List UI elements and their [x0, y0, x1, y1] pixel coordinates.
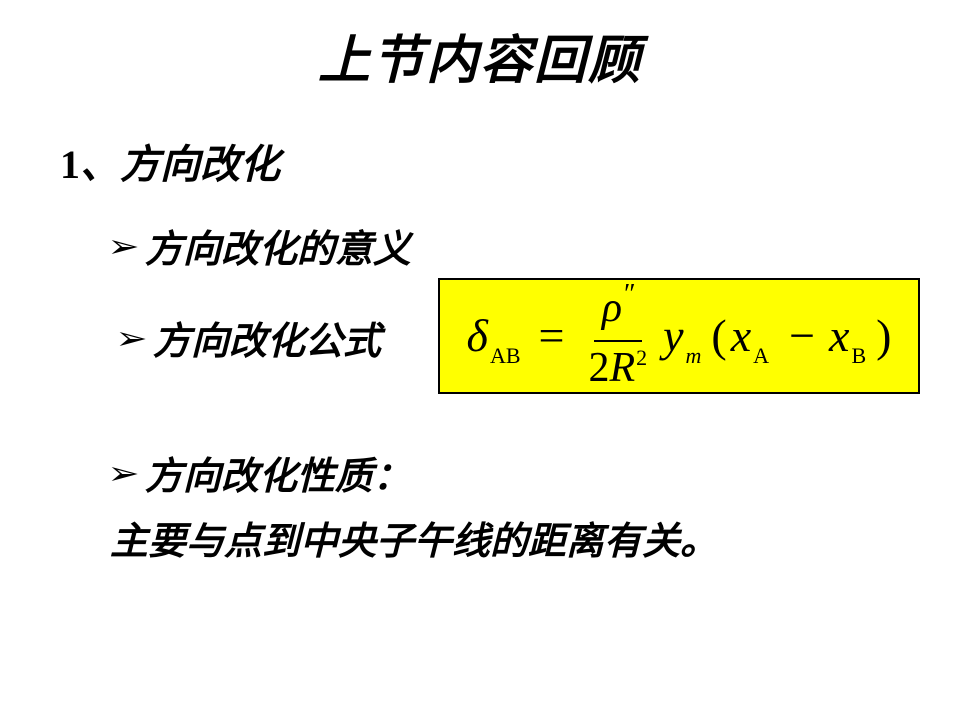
- page-title: 上节内容回顾: [0, 18, 960, 93]
- bullet-2-text: 方向改化公式: [153, 310, 381, 365]
- R-sup: 2: [636, 346, 647, 369]
- section-heading: 1、方向改化: [60, 132, 280, 190]
- rparen: ): [876, 313, 891, 359]
- bullet-1-text: 方向改化的意义: [145, 218, 411, 273]
- bullet-icon: ➢: [107, 227, 139, 265]
- numerator: ρ ″: [594, 286, 642, 342]
- rho-symbol: ρ: [602, 286, 622, 330]
- lparen: (: [711, 313, 726, 359]
- section-number: 1: [60, 142, 80, 187]
- formula-box: δ AB = ρ ″ 2 R 2 y m ( x: [438, 278, 920, 394]
- bullet-icon: ➢: [115, 319, 147, 357]
- xB-symbol: x: [829, 313, 849, 359]
- bullet-3-text: 方向改化性质：: [145, 445, 411, 500]
- rho-prime: ″: [624, 280, 634, 309]
- delta-symbol: δ: [467, 313, 488, 359]
- xA-sub: A: [753, 345, 769, 367]
- two: 2: [588, 346, 609, 390]
- bullet-1: ➢ 方向改化的意义: [110, 218, 411, 273]
- y-sub: m: [686, 345, 702, 367]
- denominator: 2 R 2: [580, 346, 655, 390]
- equals-sign: =: [539, 313, 565, 359]
- slide-page: 上节内容回顾 1、方向改化 ➢ 方向改化的意义 ➢ 方向改化公式 δ AB = …: [0, 0, 960, 720]
- R-symbol: R: [609, 346, 635, 390]
- fraction: ρ ″ 2 R 2: [580, 286, 655, 390]
- section-label: 、方向改化: [80, 142, 280, 187]
- formula: δ AB = ρ ″ 2 R 2 y m ( x: [455, 278, 904, 394]
- bullet-icon: ➢: [107, 454, 139, 492]
- y-symbol: y: [663, 313, 683, 359]
- xB-sub: B: [851, 345, 866, 367]
- xA-symbol: x: [731, 313, 751, 359]
- delta-subscript: AB: [490, 345, 521, 367]
- bullet-3: ➢ 方向改化性质：: [110, 445, 411, 500]
- minus-sign: −: [789, 313, 815, 359]
- body-text: 主要与点到中央子午线的距离有关。: [110, 510, 718, 565]
- bullet-2: ➢ 方向改化公式: [118, 310, 381, 365]
